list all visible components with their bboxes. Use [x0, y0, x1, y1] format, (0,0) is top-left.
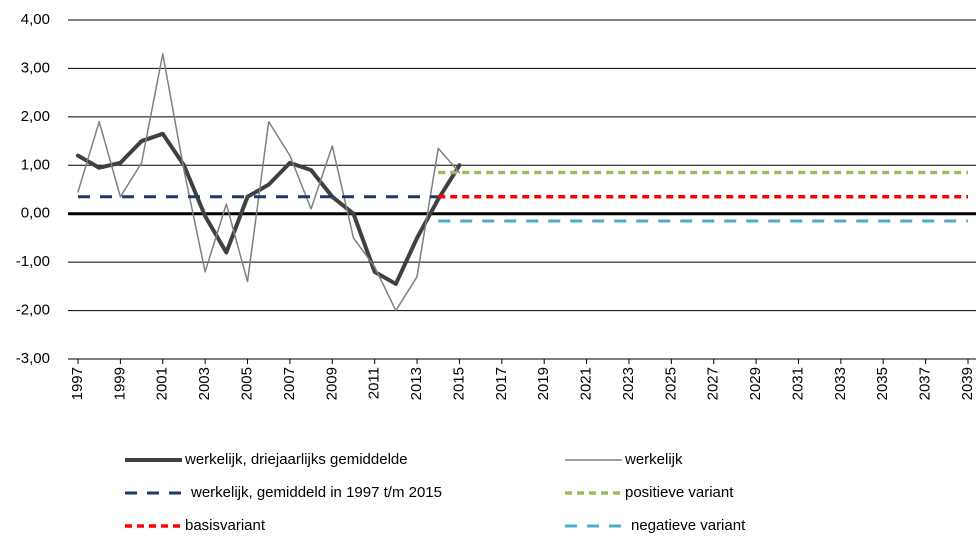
x-tick-label: 2037 — [917, 367, 934, 400]
x-tick-label: 2039 — [959, 367, 976, 400]
y-tick-label: -1,00 — [16, 253, 50, 270]
x-tick-label: 2005 — [238, 367, 255, 400]
x-tick-label: 2029 — [747, 367, 764, 400]
x-tick-label: 2021 — [578, 367, 595, 400]
legend-label: positieve variant — [625, 484, 734, 501]
series-line — [76, 131, 462, 286]
legend-label: werkelijk, gemiddeld in 1997 t/m 2015 — [190, 484, 442, 501]
x-tick-label: 2011 — [366, 367, 383, 399]
y-tick-label: 2,00 — [21, 108, 50, 125]
x-tick-label: 2019 — [535, 367, 552, 400]
legend-label: negatieve variant — [631, 517, 746, 534]
x-tick-label: 2007 — [281, 367, 298, 400]
x-tick-label: 2031 — [789, 367, 806, 400]
y-tick-label: 1,00 — [21, 156, 50, 173]
x-tick-label: 2009 — [323, 367, 340, 400]
x-tick-label: 2001 — [154, 367, 171, 400]
x-tick-label: 1997 — [69, 367, 86, 400]
x-tick-label: 1999 — [111, 367, 128, 400]
x-tick-label: 2027 — [705, 367, 722, 400]
y-tick-label: 4,00 — [21, 11, 50, 28]
x-tick-label: 2017 — [493, 367, 510, 400]
y-tick-label: -2,00 — [16, 302, 50, 319]
x-tick-label: 2003 — [196, 367, 213, 400]
y-tick-label: 0,00 — [21, 205, 50, 222]
legend-label: werkelijk — [624, 451, 683, 468]
x-tick-label: 2013 — [408, 367, 425, 400]
x-tick-label: 2025 — [662, 367, 679, 400]
x-tick-label: 2035 — [874, 367, 891, 400]
legend-label: werkelijk, driejaarlijks gemiddelde — [184, 451, 408, 468]
x-tick-label: 2015 — [450, 367, 467, 400]
legend-label: basisvariant — [185, 517, 266, 534]
y-tick-label: 3,00 — [21, 59, 50, 76]
x-tick-label: 2033 — [832, 367, 849, 400]
x-tick-label: 2023 — [620, 367, 637, 400]
series-line — [77, 53, 461, 312]
y-tick-label: -3,00 — [16, 350, 50, 367]
